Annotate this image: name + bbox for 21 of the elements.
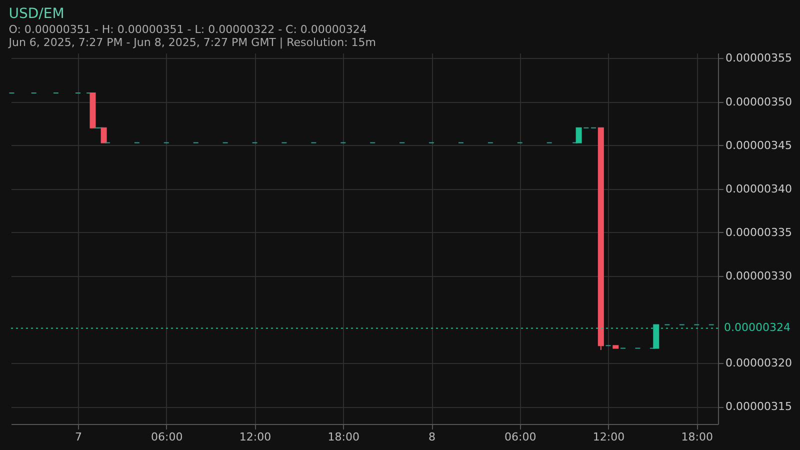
x-tick-label: 12:00 (239, 430, 272, 444)
y-tick-label: 0.00000350 (726, 95, 792, 108)
x-tick-label: 18:00 (328, 430, 360, 444)
y-tick-label: 0.00000335 (726, 226, 792, 239)
y-tick-label: 0.00000340 (726, 182, 792, 196)
x-tick-label: 7 (75, 430, 82, 444)
x-tick-label: 06:00 (504, 430, 536, 444)
y-tick-label: 0.00000320 (726, 356, 792, 370)
x-tick-label: 06:00 (151, 430, 183, 444)
chart-title: USD/EM (8, 6, 64, 22)
x-tick-label: 18:00 (681, 430, 713, 444)
y-tick-label: 0.00000355 (726, 52, 792, 65)
y-tick-label: 0.00000330 (726, 269, 792, 282)
candlestick (612, 345, 619, 349)
ref-line-label: 0.00000324 (724, 321, 790, 334)
chart-subtitle: O: 0.00000351 - H: 0.00000351 - L: 0.00000322 - C: 0.00000324 (8, 23, 367, 36)
y-tick-label: 0.00000345 (726, 138, 792, 152)
text: Jun 6, 2025, 7:27 PM - Jun 8, 2025, 7:27 PM GMT | Resolution: 15m (8, 36, 376, 50)
x-tick-label: 8 (428, 430, 436, 444)
y-tick-label: 0.00000315 (726, 400, 792, 414)
x-tick-label: 12:00 (592, 430, 625, 444)
